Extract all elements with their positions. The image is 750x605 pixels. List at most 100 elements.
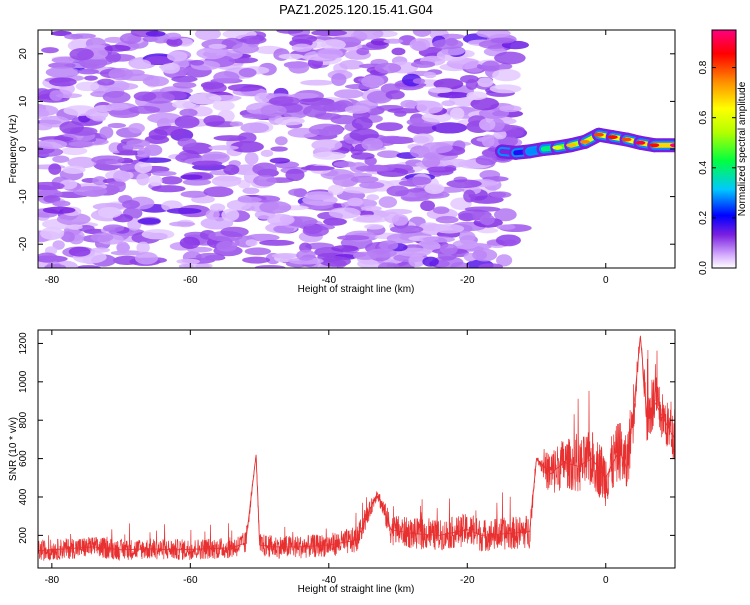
heatmap-noise-blob	[153, 125, 185, 136]
heatmap-noise-blob	[133, 91, 157, 102]
heatmap-noise-blob	[259, 200, 292, 214]
top-x-tick-label: 0	[603, 275, 609, 286]
heatmap-noise-blob	[38, 181, 65, 191]
heatmap-noise-blob	[137, 217, 161, 225]
heatmap-noise-blob	[400, 99, 418, 109]
heatmap-noise-blob	[68, 246, 91, 257]
top-x-tick-label: -40	[322, 275, 337, 286]
heatmap-noise-blob	[437, 91, 470, 99]
heatmap-noise-blob	[113, 170, 130, 183]
heatmap-noise-blob	[375, 122, 404, 132]
heatmap-noise-blob	[91, 247, 110, 253]
top-x-tick-label: -80	[45, 275, 60, 286]
top-y-axis: -20 -10 0 10 20	[18, 48, 675, 251]
heatmap-noise-blob	[229, 121, 244, 127]
heatmap-noise-blob	[64, 33, 83, 40]
heatmap-noise-blob	[128, 123, 145, 134]
ridge-peak	[552, 145, 563, 150]
colorbar-tick-label: 0.8	[698, 60, 709, 74]
heatmap-noise-blob	[452, 239, 479, 250]
heatmap-noise-blob	[424, 183, 445, 195]
heatmap-noise-blob	[134, 251, 159, 265]
heatmap-noise-blob	[209, 203, 226, 212]
heatmap-noise-blob	[174, 115, 200, 129]
heatmap-noise-blob	[376, 150, 401, 158]
heatmap-noise-blob	[463, 189, 476, 203]
heatmap-noise-blob	[331, 245, 359, 252]
heatmap-noise-blob	[164, 32, 182, 40]
heatmap-noise-blob	[489, 84, 522, 94]
heatmap-noise-blob	[196, 47, 227, 60]
heatmap-noise-blob	[75, 81, 100, 92]
heatmap-noise-blob	[271, 253, 300, 259]
heatmap-noise-blob	[428, 87, 453, 94]
heatmap-noise-blob	[432, 206, 450, 215]
heatmap-noise-blob	[302, 225, 329, 237]
heatmap-noise-blob	[446, 179, 482, 189]
heatmap-noise-blob	[122, 144, 145, 150]
heatmap-noise-blob	[52, 240, 65, 250]
heatmap-noise-blob	[366, 194, 380, 201]
heatmap-noise-blob	[69, 47, 94, 61]
heatmap-noise-blob	[202, 82, 227, 94]
heatmap-noise-blob	[288, 61, 310, 74]
heatmap-noise-blob	[171, 100, 197, 109]
heatmap-noise-blob	[244, 247, 272, 256]
heatmap-noise-blob	[319, 256, 351, 267]
heatmap-noise-blob	[339, 59, 364, 70]
heatmap-noise-blob	[331, 73, 347, 87]
heatmap-noise-blob	[269, 157, 290, 164]
heatmap-noise-blob	[431, 122, 468, 134]
heatmap-noise-blob	[351, 117, 373, 130]
heatmap-noise-blob	[216, 240, 238, 252]
heatmap-noise-blob	[495, 234, 521, 247]
heatmap-noise-blob	[499, 105, 522, 113]
heatmap-noise-blob	[347, 197, 364, 207]
heatmap-noise-blob	[379, 240, 399, 251]
heatmap-noise-blob	[137, 147, 152, 158]
heatmap-noise-blob	[68, 140, 95, 147]
top-y-tick-label: -10	[18, 189, 29, 204]
heatmap-noise-blob	[434, 223, 465, 234]
heatmap-noise-blob	[259, 239, 295, 246]
heatmap-noise-blob	[122, 200, 140, 209]
heatmap-noise-blob	[300, 79, 334, 86]
heatmap-noise-blob	[267, 213, 295, 226]
heatmap-noise-blob	[385, 90, 405, 100]
colorbar-frame	[711, 29, 737, 269]
bottom-y-tick-label: 1200	[18, 332, 29, 355]
heatmap-noise-blob	[359, 181, 385, 189]
heatmap-noise-blob	[420, 200, 435, 212]
heatmap-noise-blob	[391, 47, 406, 56]
bottom-y-axis: 200 400 600 800 1000 1200	[18, 332, 675, 544]
heatmap-noise-blob	[408, 254, 426, 268]
heatmap-noise-blob	[479, 214, 495, 226]
heatmap-noise-blob	[494, 208, 517, 222]
heatmap-noise-blob	[92, 176, 107, 186]
heatmap-noise-blob	[108, 67, 134, 81]
heatmap-noise-blob	[481, 60, 500, 72]
ridge-peak	[593, 132, 604, 137]
heatmap-noise-blob	[464, 206, 501, 212]
heatmap-noise-blob	[237, 132, 257, 144]
heatmap-noise-blob	[61, 146, 88, 156]
heatmap-noise-blob	[112, 255, 142, 266]
heatmap-noise-blob	[104, 36, 124, 44]
colorbar-label: Normalized spectral amplitude	[737, 81, 748, 216]
heatmap-noise-blob	[221, 208, 240, 222]
heatmap-noise-blob	[311, 139, 343, 151]
heatmap-noise-blob	[386, 185, 410, 197]
heatmap-noise-blob	[276, 30, 304, 34]
heatmap-noise-blob	[245, 233, 280, 242]
top-chart-title: PAZ1.2025.120.15.41.G04	[279, 2, 433, 17]
heatmap-noise-blob	[168, 221, 196, 227]
heatmap-noise-blob	[254, 264, 286, 268]
heatmap-noise-blob	[435, 216, 459, 224]
heatmap-noise-blob	[244, 152, 259, 165]
heatmap-noise-blob	[177, 137, 197, 148]
heatmap-noise-blob	[179, 236, 201, 249]
heatmap-noise-blob	[67, 156, 97, 169]
heatmap-noise-blob	[237, 196, 262, 203]
heatmap-noise-blob	[290, 92, 320, 99]
bottom-plot-frame	[37, 329, 676, 569]
